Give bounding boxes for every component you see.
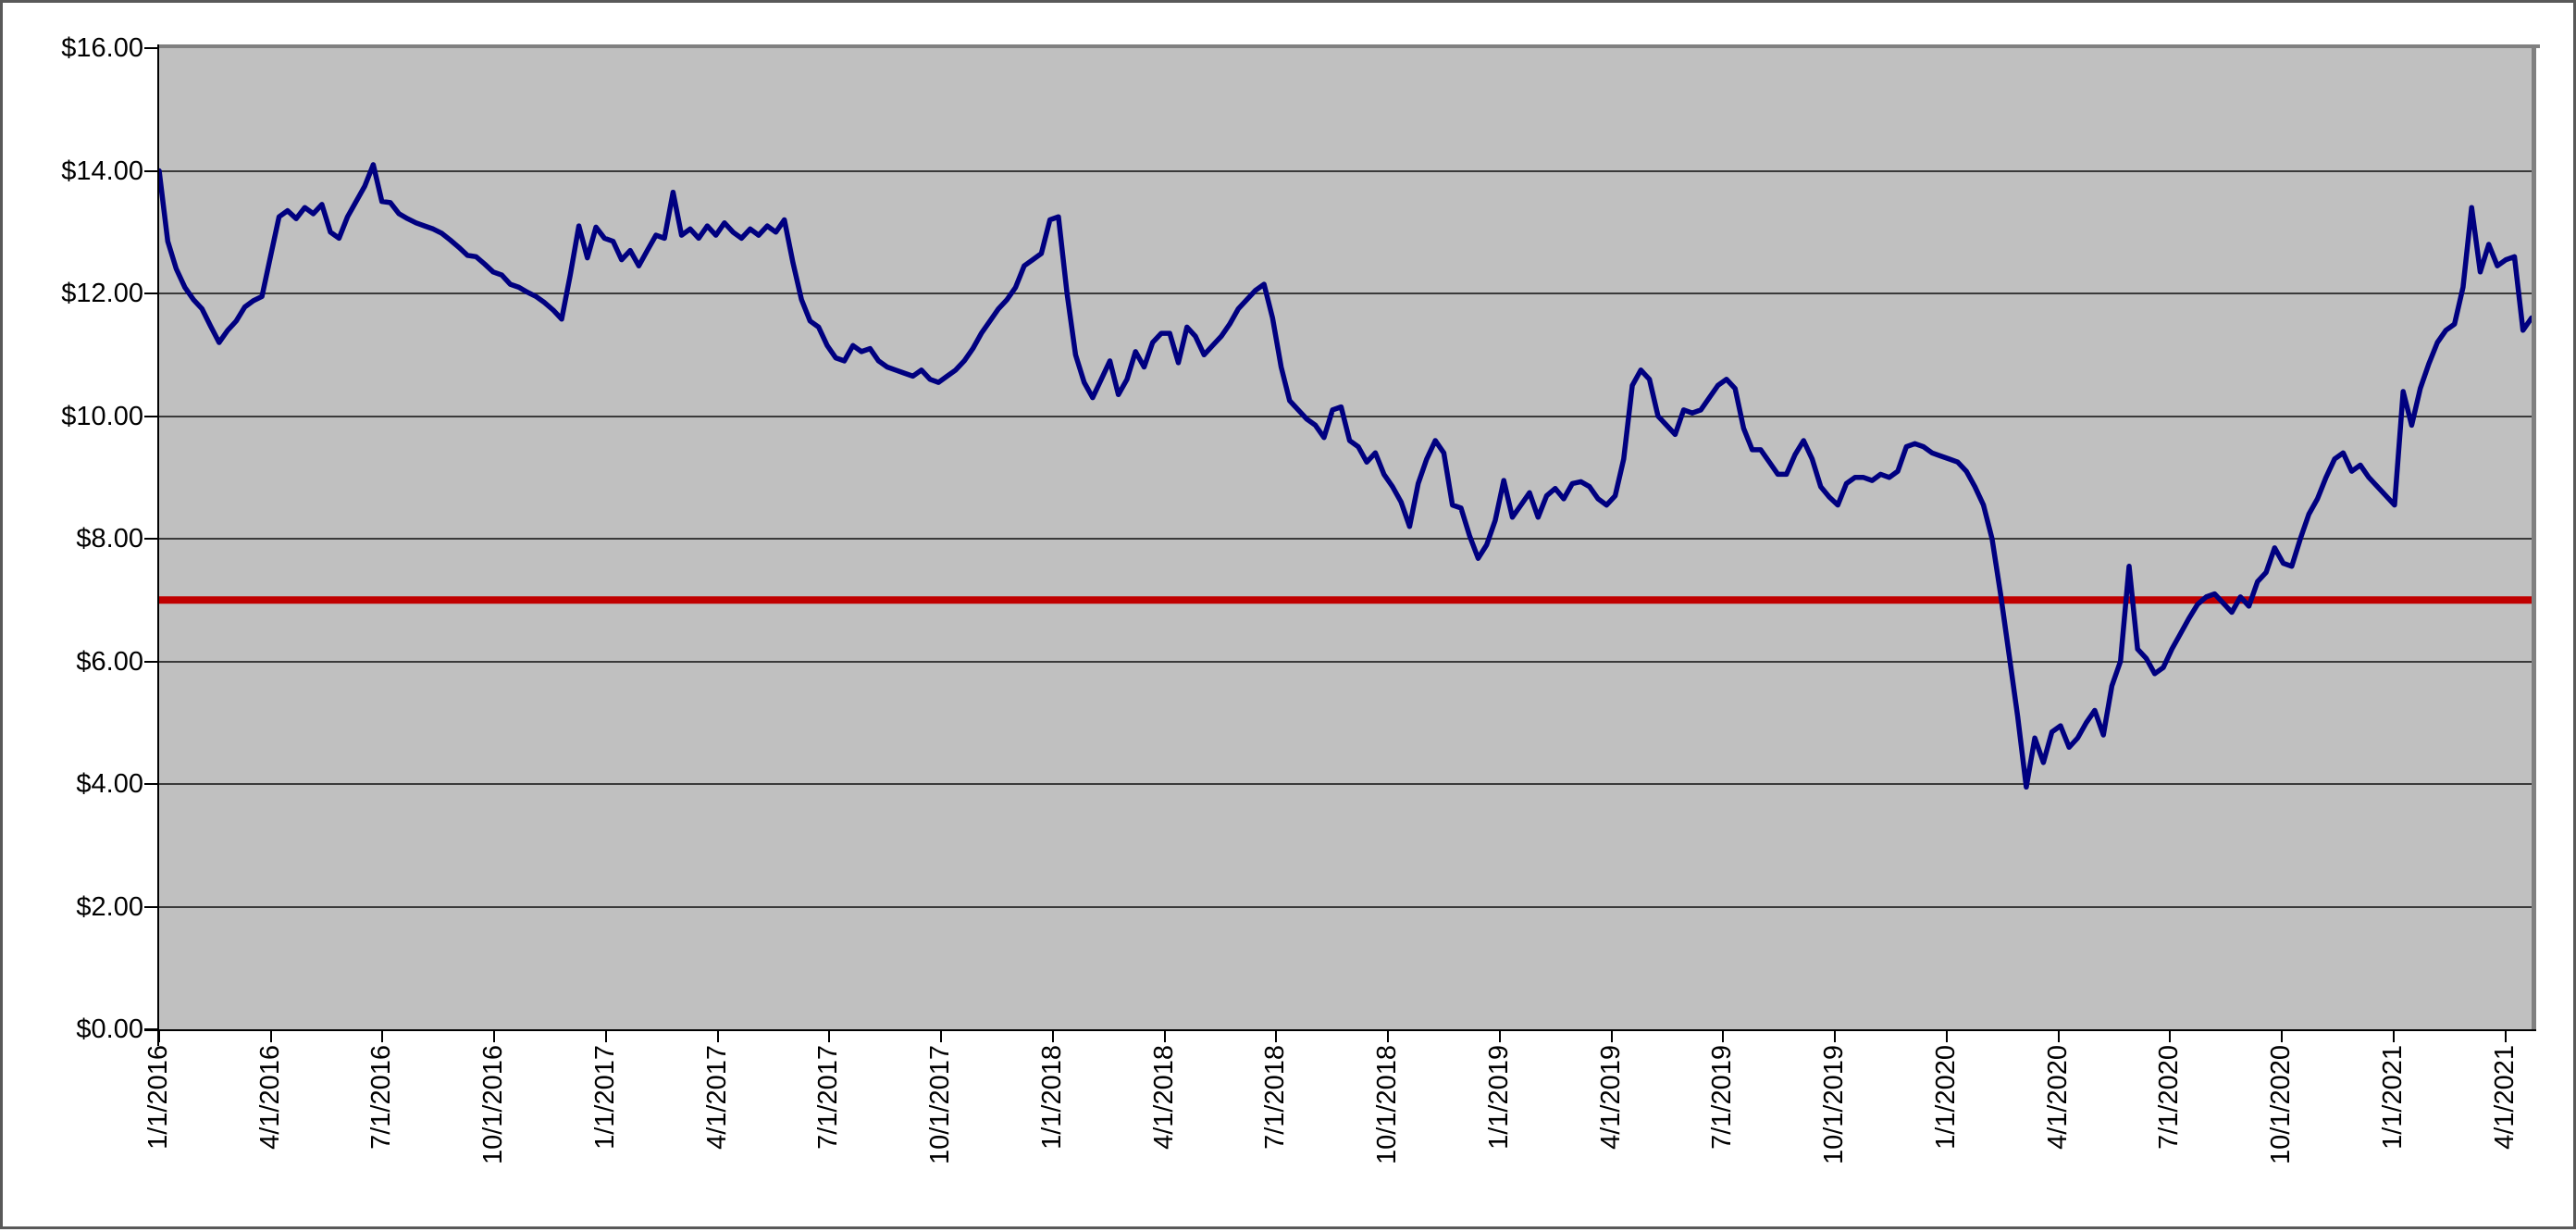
x-axis-label-4-1-2017: 4/1/2017 (701, 1045, 732, 1150)
y-axis-label-10: $10.00 (61, 401, 143, 431)
x-axis-label-4-1-2018: 4/1/2018 (1148, 1045, 1179, 1150)
x-tick-5 (716, 1029, 719, 1042)
x-tick-8 (1051, 1029, 1054, 1042)
x-tick-13 (1610, 1029, 1613, 1042)
x-tick-20 (2392, 1029, 2395, 1042)
x-axis-label-7-1-2018: 7/1/2018 (1260, 1045, 1291, 1150)
gridline-14 (159, 169, 2532, 172)
x-tick-4 (604, 1029, 607, 1042)
y-tick-16 (144, 47, 157, 49)
x-axis-label-1-1-2016: 1/1/2016 (143, 1045, 173, 1150)
y-axis-line (157, 44, 159, 1046)
x-tick-19 (2281, 1029, 2284, 1042)
x-tick-16 (1945, 1029, 1948, 1042)
x-tick-3 (493, 1029, 496, 1042)
y-tick-8 (144, 538, 157, 540)
gridline-2 (159, 905, 2532, 908)
y-axis-label-2: $2.00 (76, 891, 143, 922)
x-axis-label-4-1-2019: 4/1/2019 (1595, 1045, 1626, 1150)
x-axis-label-10-1-2020: 10/1/2020 (2266, 1045, 2297, 1165)
price-line-series (159, 162, 2532, 790)
gridline-4 (159, 783, 2532, 785)
x-tick-10 (1275, 1029, 1278, 1042)
x-axis-label-1-1-2019: 1/1/2019 (1483, 1045, 1514, 1150)
x-axis-label-1-1-2018: 1/1/2018 (1036, 1045, 1067, 1150)
x-axis-label-10-1-2016: 10/1/2016 (478, 1045, 509, 1165)
y-axis-label-4: $4.00 (76, 769, 143, 799)
x-axis-label-1-1-2017: 1/1/2017 (589, 1045, 620, 1150)
x-tick-2 (381, 1029, 384, 1042)
x-axis-label-7-1-2017: 7/1/2017 (813, 1045, 844, 1150)
y-axis-label-12: $12.00 (61, 279, 143, 308)
x-axis-label-1-1-2020: 1/1/2020 (1930, 1045, 1961, 1150)
x-tick-17 (2057, 1029, 2060, 1042)
x-axis-label-4-1-2016: 4/1/2016 (254, 1045, 285, 1150)
y-tick-10 (144, 415, 157, 417)
x-axis-label-10-1-2017: 10/1/2017 (925, 1045, 956, 1165)
y-tick-12 (144, 292, 157, 294)
gridline-12 (159, 292, 2532, 294)
x-axis-label-10-1-2018: 10/1/2018 (1372, 1045, 1403, 1165)
x-tick-11 (1387, 1029, 1390, 1042)
y-axis-label-14: $14.00 (61, 156, 143, 186)
y-axis-label-0: $0.00 (76, 1014, 143, 1044)
x-tick-6 (828, 1029, 831, 1042)
x-axis-label-10-1-2019: 10/1/2019 (1819, 1045, 1850, 1165)
x-axis-label-4-1-2020: 4/1/2020 (2042, 1045, 2073, 1150)
x-axis-label-4-1-2021: 4/1/2021 (2489, 1045, 2520, 1150)
gridline-6 (159, 660, 2532, 663)
x-tick-1 (269, 1029, 272, 1042)
y-axis-label-16: $16.00 (61, 33, 143, 63)
x-tick-12 (1498, 1029, 1501, 1042)
y-tick-0 (144, 1028, 157, 1030)
x-tick-18 (2169, 1029, 2172, 1042)
x-tick-14 (1722, 1029, 1725, 1042)
y-tick-2 (144, 905, 157, 908)
plot-area-right-border (2532, 44, 2536, 1029)
series-layer (159, 162, 2532, 790)
y-tick-14 (144, 169, 157, 172)
x-tick-15 (1834, 1029, 1837, 1042)
x-tick-9 (1163, 1029, 1166, 1042)
x-axis-label-7-1-2016: 7/1/2016 (366, 1045, 397, 1150)
y-axis-label-8: $8.00 (76, 524, 143, 554)
x-axis-label-1-1-2021: 1/1/2021 (2377, 1045, 2408, 1150)
y-tick-4 (144, 783, 157, 785)
y-axis-label-6: $6.00 (76, 646, 143, 677)
gridline-8 (159, 538, 2532, 540)
x-tick-0 (158, 1029, 160, 1042)
x-axis-label-7-1-2020: 7/1/2020 (2154, 1045, 2185, 1150)
x-axis-label-7-1-2019: 7/1/2019 (1707, 1045, 1738, 1150)
y-tick-6 (144, 660, 157, 663)
x-axis-line (144, 1029, 2536, 1031)
x-tick-21 (2504, 1029, 2507, 1042)
x-tick-7 (940, 1029, 943, 1042)
plot-area-top-border (157, 44, 2540, 48)
